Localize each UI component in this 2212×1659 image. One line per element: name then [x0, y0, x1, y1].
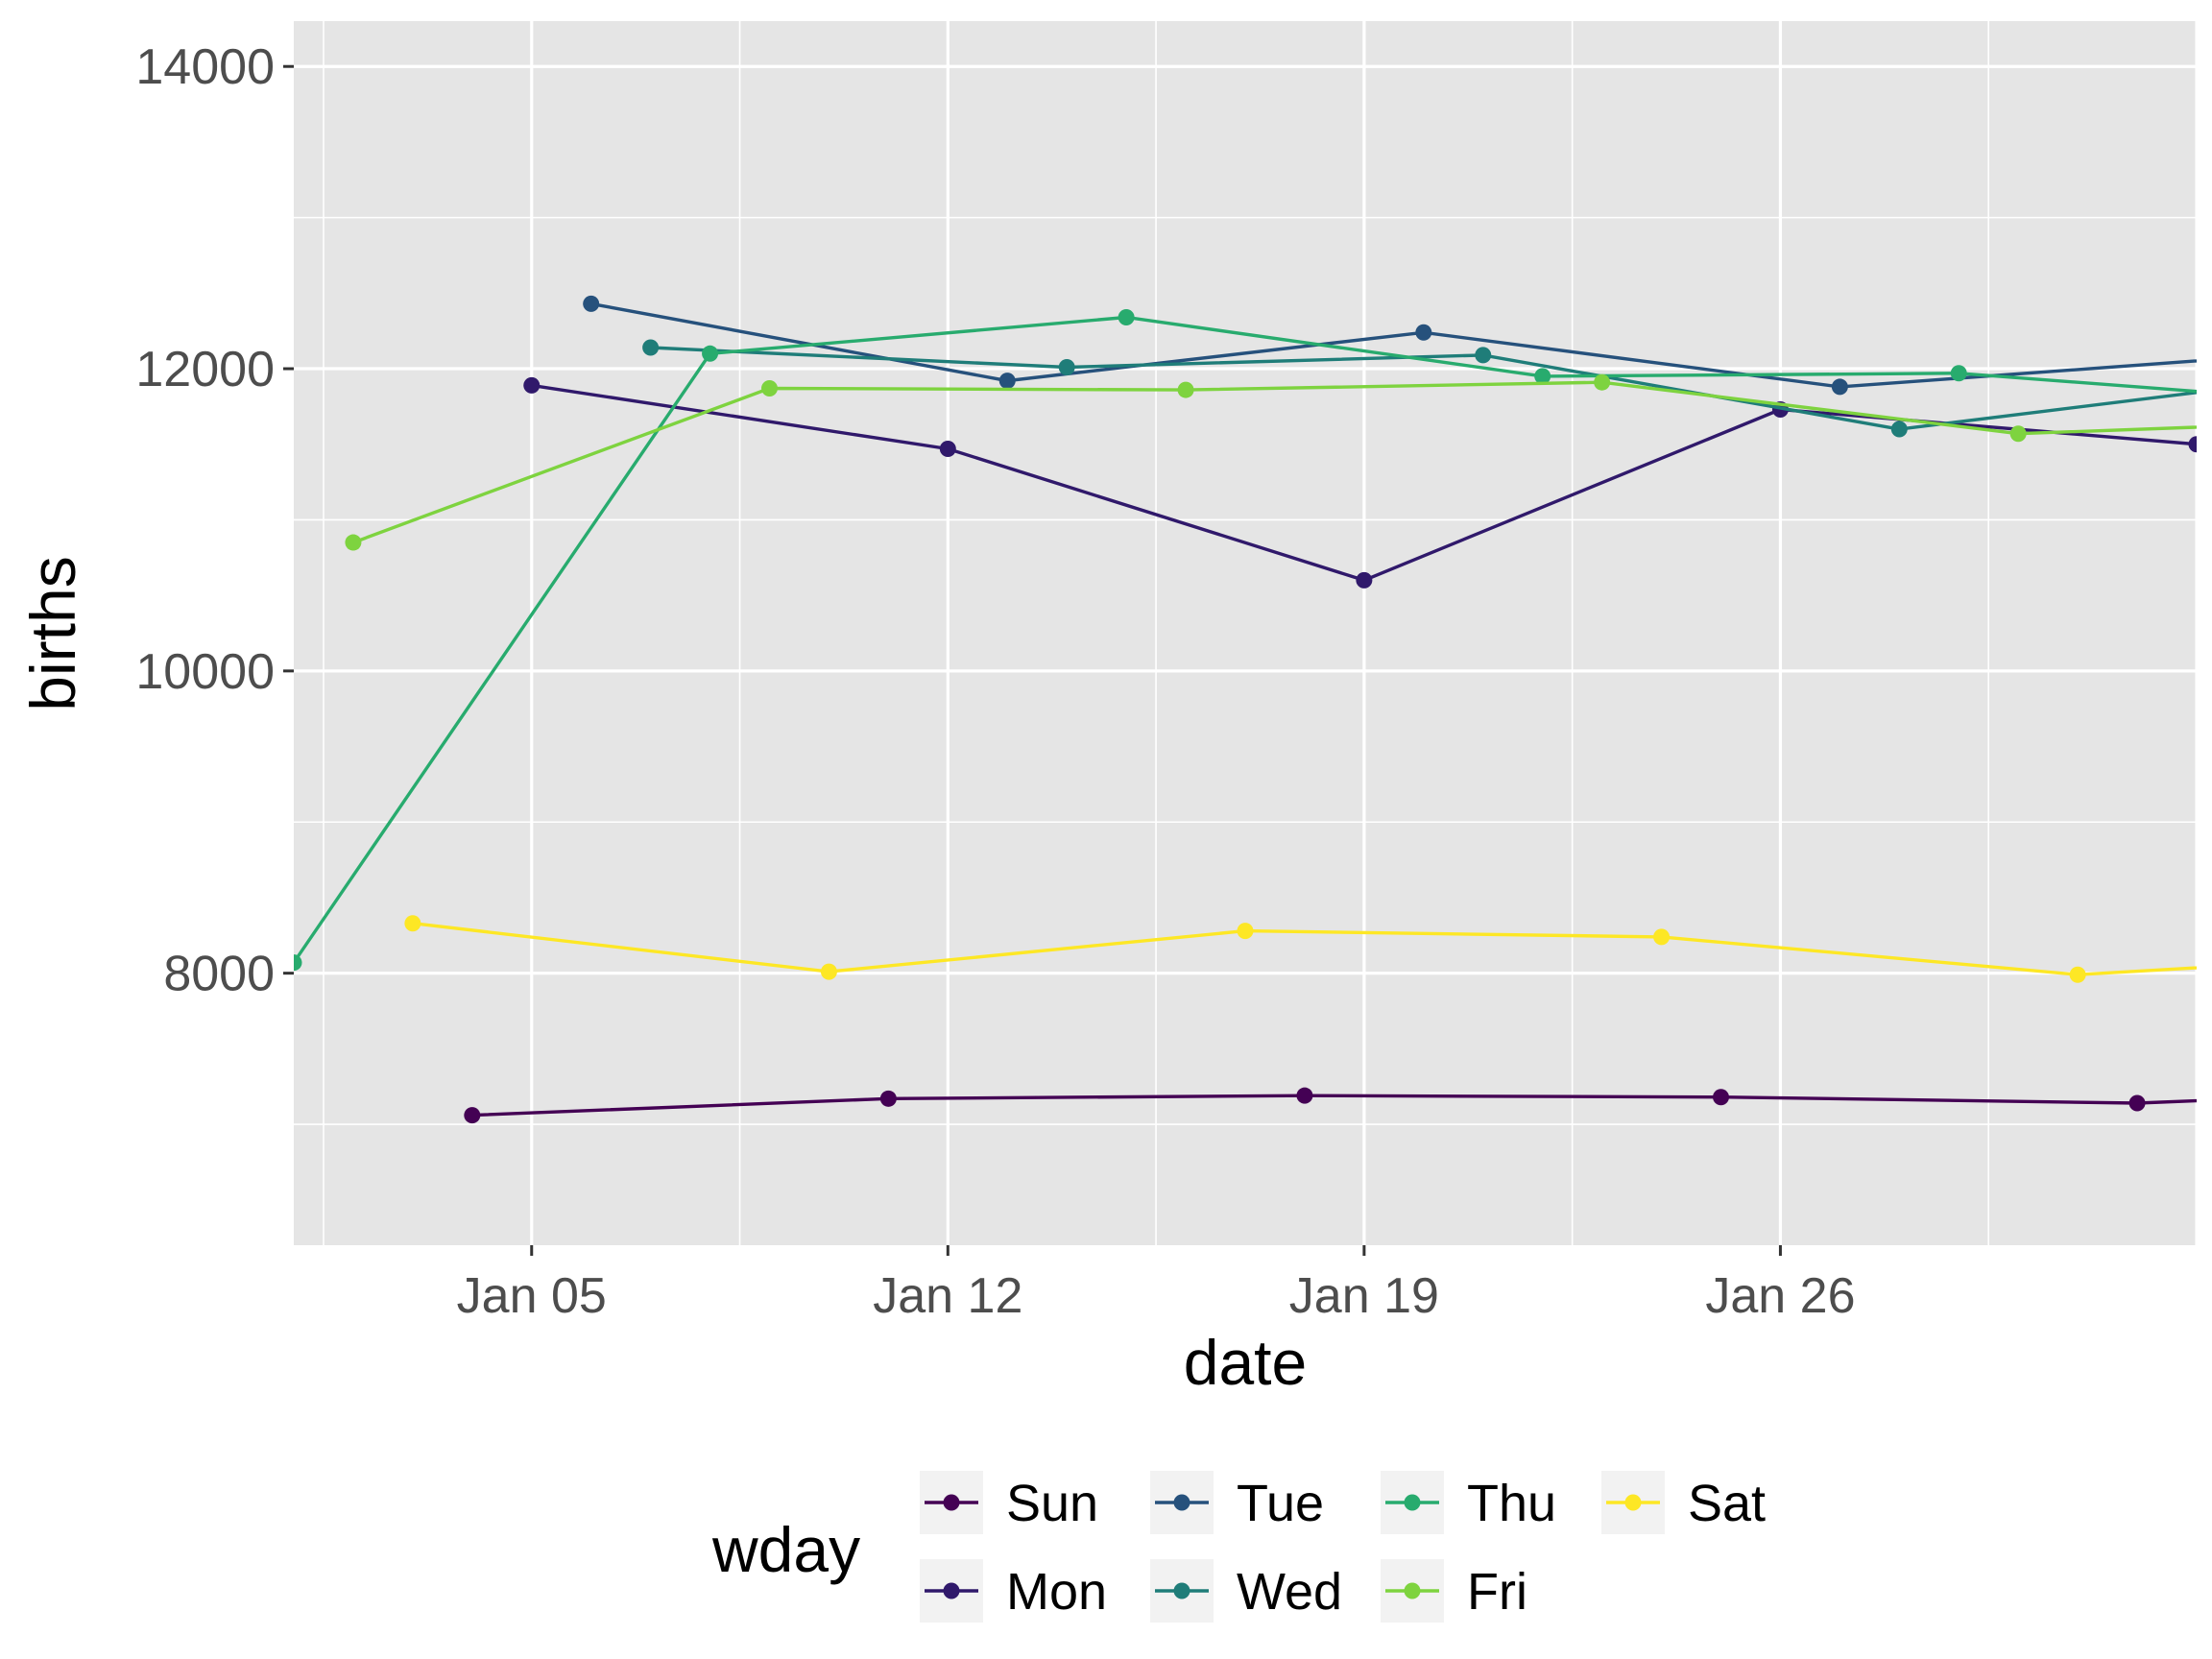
data-point — [1237, 923, 1254, 940]
series-sun — [464, 1087, 2197, 1124]
y-tick-label: 8000 — [163, 947, 275, 1002]
y-tick-label: 12000 — [135, 342, 275, 397]
data-point — [998, 373, 1016, 390]
series-line — [412, 922, 2197, 976]
data-point — [1058, 358, 1075, 375]
data-point — [1950, 365, 1967, 382]
y-tick-label: 14000 — [135, 39, 275, 95]
panel-background — [294, 21, 2197, 1245]
legend-item: Sat — [1601, 1471, 1766, 1534]
data-point — [761, 380, 778, 397]
legend-label: Thu — [1467, 1475, 1556, 1532]
data-point — [1653, 928, 1671, 946]
data-point — [1356, 571, 1373, 589]
data-point — [2188, 436, 2197, 453]
data-point — [1594, 373, 1611, 391]
data-point — [1831, 378, 1848, 396]
series-line — [352, 380, 2197, 544]
data-point — [583, 295, 600, 312]
series-layer — [294, 295, 2197, 1124]
legend-item: Mon — [920, 1559, 1107, 1623]
series-line — [294, 315, 2197, 964]
legend-key-point — [943, 1494, 960, 1511]
legend-key-point — [1173, 1582, 1190, 1599]
legend-label: Sun — [1006, 1475, 1098, 1532]
series-thu — [294, 309, 2197, 972]
legend-label: Wed — [1237, 1563, 1342, 1621]
data-point — [345, 534, 362, 551]
data-point — [1415, 324, 1432, 341]
x-tick-label: Jan 12 — [873, 1268, 1022, 1324]
minor-gridlines — [294, 21, 2197, 1245]
data-point — [2069, 966, 2086, 983]
legend-key-point — [1624, 1494, 1642, 1511]
x-tick-labels: Jan 05 Jan 12 Jan 19 Jan 26 — [457, 1268, 1856, 1324]
legend-item: Thu — [1381, 1471, 1556, 1534]
axis-ticks — [283, 64, 1782, 1256]
x-axis-title: date — [1184, 1327, 1307, 1398]
series-line — [471, 1094, 2197, 1118]
legend-key-point — [943, 1582, 960, 1599]
legend-key-point — [1404, 1494, 1421, 1511]
legend-key-point — [1173, 1494, 1190, 1511]
legend-item: Tue — [1150, 1471, 1324, 1534]
data-point — [1177, 381, 1194, 398]
legend-item: Fri — [1381, 1559, 1527, 1623]
data-point — [1713, 1089, 1729, 1106]
legend-label: Mon — [1006, 1563, 1107, 1621]
legend: Sun Mon Tue Wed Thu Fri Sat — [920, 1471, 1766, 1623]
legend-label: Tue — [1237, 1475, 1324, 1532]
y-tick-labels: 8000 10000 12000 14000 — [135, 39, 275, 1001]
data-point — [1890, 421, 1908, 438]
data-point — [939, 440, 956, 457]
data-point — [820, 963, 837, 980]
x-tick-label: Jan 05 — [457, 1268, 607, 1324]
legend-label: Sat — [1688, 1475, 1766, 1532]
x-tick-label: Jan 19 — [1289, 1268, 1439, 1324]
data-point — [404, 915, 421, 932]
data-point — [1296, 1087, 1313, 1104]
data-point — [879, 1090, 897, 1107]
series-tue — [583, 295, 2197, 396]
data-point — [464, 1107, 481, 1124]
data-point — [1534, 368, 1551, 385]
data-point — [702, 345, 719, 362]
series-wed — [642, 339, 2197, 438]
legend-item: Wed — [1150, 1559, 1342, 1623]
y-tick-label: 10000 — [135, 644, 275, 700]
data-point — [2009, 425, 2027, 443]
legend-key-point — [1404, 1582, 1421, 1599]
data-point — [2128, 1094, 2146, 1112]
data-point — [1475, 347, 1492, 364]
series-fri — [345, 373, 2197, 551]
y-axis-title: births — [17, 556, 88, 710]
legend-title: wday — [711, 1514, 860, 1585]
legend-label: Fri — [1467, 1563, 1527, 1621]
data-point — [1118, 309, 1135, 326]
series-sat — [404, 915, 2197, 983]
major-gridlines — [294, 21, 2199, 1245]
data-point — [642, 339, 660, 356]
legend-item: Sun — [920, 1471, 1098, 1534]
data-point — [294, 954, 302, 972]
data-point — [523, 376, 541, 394]
x-tick-label: Jan 26 — [1705, 1268, 1855, 1324]
